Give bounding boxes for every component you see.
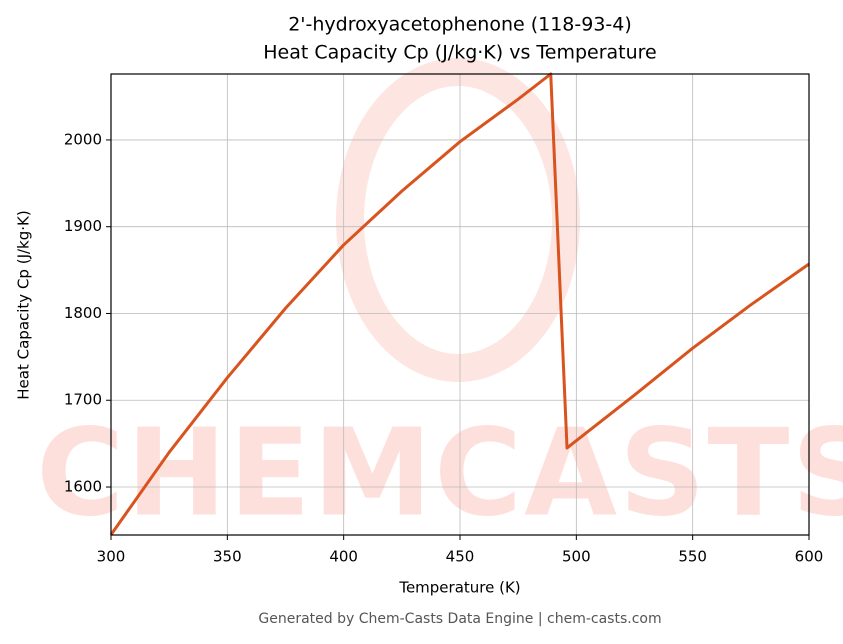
y-tick-label: 1700 (64, 391, 102, 409)
y-tick-label: 1800 (64, 304, 102, 322)
y-tick-label: 1600 (64, 478, 102, 496)
watermark: CHEMCASTS (36, 405, 843, 544)
x-tick-label: 400 (329, 548, 358, 566)
x-tick-label: 550 (678, 548, 707, 566)
chart-subtitle: Heat Capacity Cp (J/kg·K) vs Temperature (263, 42, 657, 64)
x-tick-label: 500 (562, 548, 591, 566)
chart-title: 2'-hydroxyacetophenone (118-93-4) (288, 14, 632, 36)
x-axis-label: Temperature (K) (398, 579, 520, 597)
x-tick-label: 450 (446, 548, 475, 566)
footer: Generated by Chem-Casts Data Engine | ch… (258, 611, 661, 627)
x-tick-label: 300 (97, 548, 126, 566)
x-tick-label: 350 (213, 548, 242, 566)
plot-frame (110, 73, 810, 536)
y-axis-label: Heat Capacity Cp (J/kg·K) (15, 210, 33, 399)
y-tick-label: 2000 (64, 130, 102, 148)
y-tick-label: 1900 (64, 217, 102, 235)
x-tick-label: 600 (795, 548, 824, 566)
watermark-logo (336, 58, 580, 382)
data-line (109, 72, 810, 536)
